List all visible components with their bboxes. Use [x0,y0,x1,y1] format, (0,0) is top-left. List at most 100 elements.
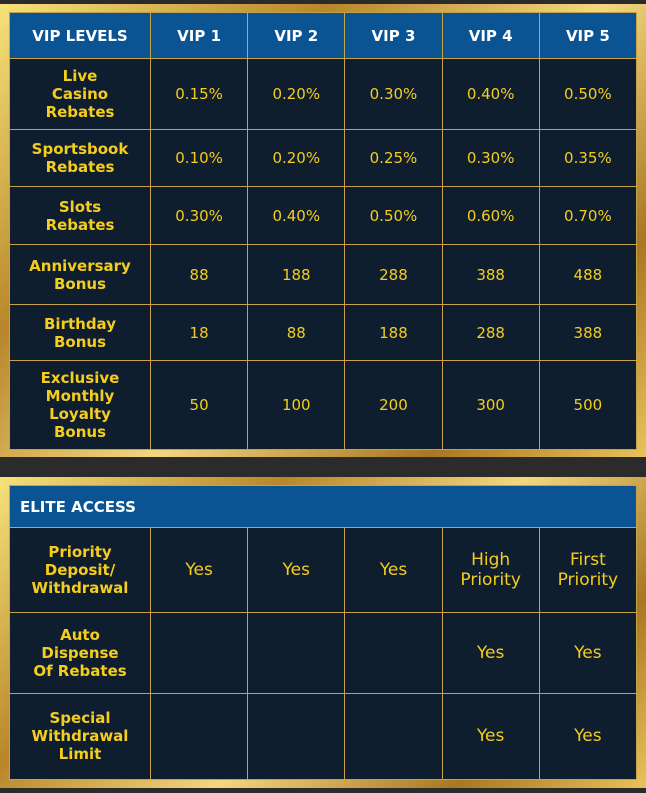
elite-header-row: ELITE ACCESS [9,484,637,529]
row-label-line: Birthday [44,314,116,333]
row-label-line: Limit [58,745,102,764]
cell-value: 388 [441,244,540,305]
row-exclusive-monthly-loyalty-bonus: Exclusive Monthly Loyalty Bonus 50 100 2… [9,360,638,450]
row-label: Special Withdrawal Limit [9,692,151,781]
cell-value: 488 [538,244,638,305]
cell-value: 0.35% [538,129,638,187]
cell-value: 0.25% [344,129,443,187]
row-label: Anniversary Bonus [9,244,151,305]
row-label-line: Loyalty [49,405,111,423]
row-label-line: Monthly [45,387,115,405]
cell-value [344,692,443,781]
row-label: Slots Rebates [9,186,151,245]
row-label: Live Casino Rebates [9,58,151,130]
cell-value [344,612,443,694]
cell-value: Yes [247,527,346,614]
cell-value: 0.30% [441,129,540,187]
row-label-line: Withdrawal [31,727,129,746]
row-label: Priority Deposit/ Withdrawal [9,527,151,614]
vip-levels-table-container: VIP LEVELS VIP 1 VIP 2 VIP 3 VIP 4 VIP 5… [9,12,638,450]
cell-value: 50 [149,360,249,450]
row-label-line: Of Rebates [33,662,127,681]
row-slots-rebates: Slots Rebates 0.30% 0.40% 0.50% 0.60% 0.… [9,186,638,245]
row-label-line: Bonus [53,332,107,351]
row-label-line: Rebates [45,103,115,121]
elite-access-panel: ELITE ACCESS Priority Deposit/ Withdrawa… [0,477,646,788]
row-auto-dispense-of-rebates: Auto Dispense Of Rebates Yes Yes [9,612,638,694]
row-label-line: Anniversary [29,256,131,275]
row-label-line: Casino [51,85,109,103]
header-vip-5: VIP 5 [538,12,638,59]
header-vip-2: VIP 2 [247,12,346,59]
cell-value: 0.10% [149,129,249,187]
row-label: Auto Dispense Of Rebates [9,612,151,694]
row-special-withdrawal-limit: Special Withdrawal Limit Yes Yes [9,692,638,781]
cell-value: 288 [441,304,540,361]
elite-access-table: ELITE ACCESS Priority Deposit/ Withdrawa… [9,484,638,781]
cell-value: Yes [149,527,249,614]
row-label: Sportsbook Rebates [9,129,151,187]
cell-value: 0.20% [247,129,346,187]
cell-value: 0.20% [247,58,346,130]
cell-value: 0.50% [344,186,443,245]
row-label-line: Priority [48,543,112,562]
cell-value: Yes [538,612,638,694]
row-label: Exclusive Monthly Loyalty Bonus [9,360,151,450]
vip-header-row: VIP LEVELS VIP 1 VIP 2 VIP 3 VIP 4 VIP 5 [9,12,638,59]
cell-value: First Priority [538,527,638,614]
cell-value: 0.70% [538,186,638,245]
header-vip-3: VIP 3 [344,12,443,59]
header-vip-levels: VIP LEVELS [9,12,151,59]
row-priority-deposit-withdrawal: Priority Deposit/ Withdrawal Yes Yes Yes… [9,527,638,614]
cell-value [149,692,249,781]
cell-value: High Priority [441,527,540,614]
row-birthday-bonus: Birthday Bonus 18 88 188 288 388 [9,304,638,361]
row-label-line: Sportsbook [31,140,129,158]
row-sportsbook-rebates: Sportsbook Rebates 0.10% 0.20% 0.25% 0.3… [9,129,638,187]
row-label-line: Exclusive [40,369,120,387]
cell-value: 88 [247,304,346,361]
cell-value: Yes [344,527,443,614]
row-label: Birthday Bonus [9,304,151,361]
cell-value: 300 [441,360,540,450]
cell-value: Yes [441,612,540,694]
cell-value: 0.30% [344,58,443,130]
cell-value: 18 [149,304,249,361]
cell-value [247,692,346,781]
cell-value: 100 [247,360,346,450]
cell-value: Yes [538,692,638,781]
cell-value: 188 [344,304,443,361]
row-label-line: Live [62,67,98,85]
cell-value: 388 [538,304,638,361]
cell-value [247,612,346,694]
row-label-line: Bonus [53,423,107,441]
cell-value: 0.50% [538,58,638,130]
cell-value: 200 [344,360,443,450]
row-label-line: Withdrawal [31,579,129,598]
row-label-line: Bonus [53,274,107,293]
vip-levels-panel: VIP LEVELS VIP 1 VIP 2 VIP 3 VIP 4 VIP 5… [0,4,646,457]
cell-value [149,612,249,694]
elite-access-table-container: ELITE ACCESS Priority Deposit/ Withdrawa… [9,484,638,781]
row-live-casino-rebates: Live Casino Rebates 0.15% 0.20% 0.30% 0.… [9,58,638,130]
row-label-line: Special [49,709,111,728]
row-label-line: Auto [60,626,100,645]
cell-value: 0.40% [247,186,346,245]
cell-value: Yes [441,692,540,781]
row-label-line: Rebates [45,158,115,176]
cell-value: 0.40% [441,58,540,130]
header-vip-4: VIP 4 [441,12,540,59]
row-label-line: Slots [58,197,102,216]
vip-levels-table: VIP LEVELS VIP 1 VIP 2 VIP 3 VIP 4 VIP 5… [9,12,638,450]
row-label-line: Deposit/ [44,561,116,580]
header-vip-1: VIP 1 [149,12,249,59]
row-anniversary-bonus: Anniversary Bonus 88 188 288 388 488 [9,244,638,305]
cell-value: 188 [247,244,346,305]
cell-value: 0.15% [149,58,249,130]
cell-value: 500 [538,360,638,450]
row-label-line: Dispense [41,644,119,663]
cell-value: 288 [344,244,443,305]
cell-value: 88 [149,244,249,305]
elite-access-title: ELITE ACCESS [9,484,637,529]
cell-value: 0.60% [441,186,540,245]
